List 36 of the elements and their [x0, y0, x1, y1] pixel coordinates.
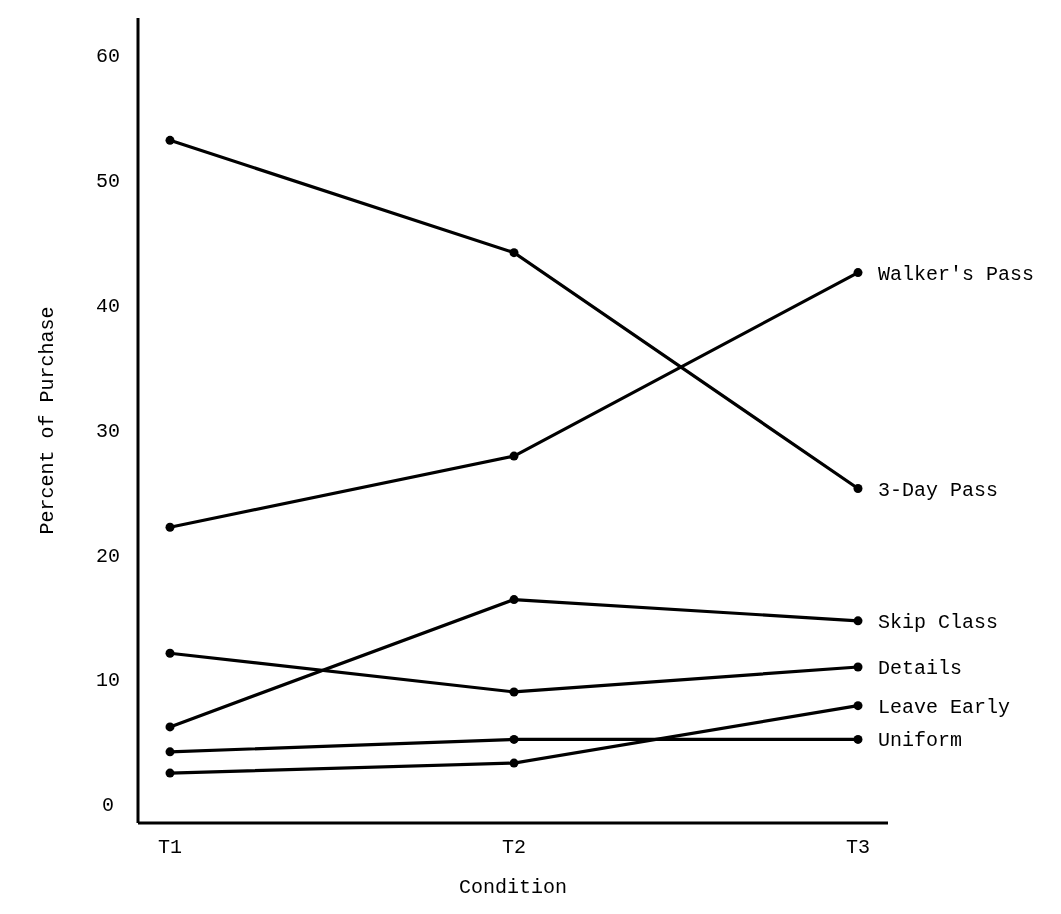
point: [509, 248, 519, 258]
point: [853, 484, 863, 494]
point: [509, 734, 519, 744]
y-tick-label: 10: [95, 669, 121, 693]
series-label: Details: [878, 656, 963, 680]
series-label: Uniform: [878, 729, 963, 753]
point: [853, 701, 863, 711]
y-axis-title: Percent of Purchase: [36, 306, 59, 535]
point: [853, 616, 863, 626]
y-tick-label: 20: [95, 544, 121, 568]
x-tick-label: T2: [501, 836, 527, 859]
series-label: Leave Early: [878, 695, 1011, 719]
point: [509, 687, 519, 697]
point: [165, 522, 175, 532]
series-label: 3-Day Pass: [878, 478, 999, 502]
y-tick-label: 30: [95, 419, 121, 443]
point: [509, 451, 519, 461]
point: [165, 648, 175, 658]
point: [853, 268, 863, 278]
point: [853, 662, 863, 672]
point: [165, 768, 175, 778]
y-tick-label: 40: [95, 295, 121, 319]
point: [509, 595, 519, 605]
x-tick-label: T3: [845, 836, 871, 859]
x-tick-label: T1: [157, 836, 183, 859]
point: [509, 758, 519, 768]
point: [853, 734, 863, 744]
point: [165, 747, 175, 757]
y-tick-label: 0: [101, 794, 115, 818]
y-tick-label: 50: [95, 170, 121, 194]
point: [165, 135, 175, 145]
y-tick-label: 60: [95, 45, 121, 69]
point: [165, 722, 175, 732]
series-label: Walker's Pass: [878, 262, 1035, 286]
x-axis-title: Condition: [458, 876, 568, 899]
series-label: Skip Class: [878, 610, 999, 634]
